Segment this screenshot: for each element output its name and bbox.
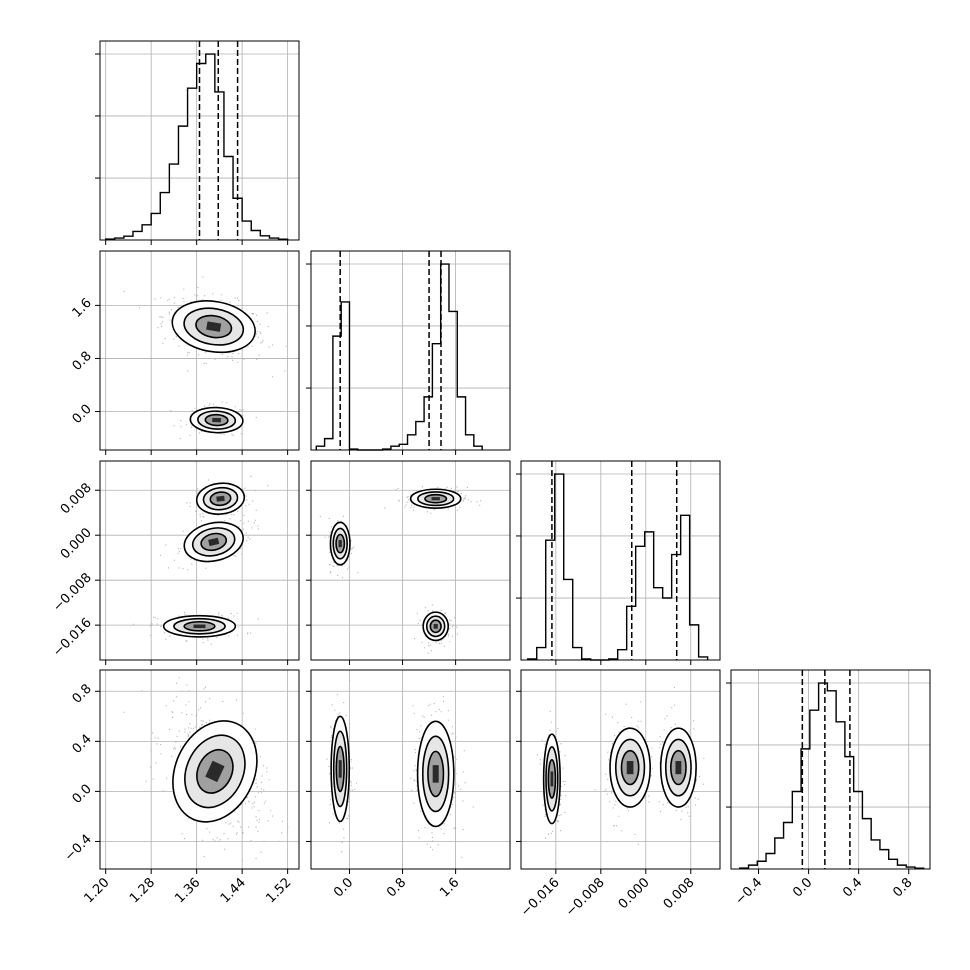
density-peak	[626, 761, 634, 775]
y-tick-label: 0.4	[70, 732, 95, 757]
panel-frame	[520, 460, 721, 661]
panel-frame	[520, 669, 721, 870]
x-tick-label: 1.6	[437, 875, 462, 900]
density-peak	[205, 760, 225, 783]
density-peak	[432, 765, 439, 783]
density-peak	[431, 497, 440, 501]
histogram-outline	[739, 682, 925, 869]
density-peak	[206, 321, 222, 332]
y-tick-label: 0.0	[70, 782, 95, 807]
density-peak	[193, 624, 206, 629]
density-mode	[183, 521, 244, 563]
density-mode	[416, 720, 455, 828]
density-peak	[208, 537, 220, 547]
density-peak	[216, 495, 225, 502]
x-tick-label: 0.8	[384, 875, 409, 900]
scatter-points	[319, 486, 482, 654]
x-tick-label: 1.36	[172, 875, 203, 906]
panel-frame	[310, 460, 511, 661]
panel-frame	[310, 250, 511, 451]
density-mode	[422, 611, 450, 642]
density-mode	[330, 715, 351, 823]
x-tick-label: −0.4	[732, 875, 765, 908]
panel-frame	[730, 669, 931, 870]
y-tick-label: 0.8	[70, 681, 95, 706]
panel-frame	[99, 40, 300, 241]
density-peak	[338, 760, 342, 778]
x-tick-label: 0.008	[661, 875, 698, 912]
density-peak	[675, 761, 682, 775]
y-tick-label: 0.8	[70, 349, 95, 374]
y-tick-label: −0.4	[62, 832, 95, 865]
y-tick-label: 0.008	[58, 480, 95, 517]
x-tick-label: 1.28	[127, 875, 158, 906]
panel-frame	[99, 250, 300, 451]
x-tick-label: −0.008	[563, 875, 608, 920]
density-mode	[171, 300, 256, 354]
density-mode	[195, 482, 246, 515]
density-mode	[189, 406, 244, 434]
x-tick-label: 1.20	[81, 875, 112, 906]
histogram-outline	[315, 263, 483, 451]
y-tick-label: 1.6	[70, 296, 95, 321]
x-tick-label: 0.0	[790, 875, 815, 900]
y-tick-label: −0.016	[50, 615, 95, 660]
x-tick-label: 0.4	[840, 875, 865, 900]
density-mode	[609, 727, 651, 808]
density-mode	[542, 733, 561, 825]
density-peak	[338, 540, 342, 548]
density-peak	[212, 417, 222, 423]
density-mode	[329, 521, 351, 566]
x-tick-label: 0.8	[890, 875, 915, 900]
density-mode	[409, 488, 462, 509]
histogram-outline	[527, 473, 709, 661]
x-tick-label: 0.000	[616, 875, 653, 912]
density-mode	[162, 614, 237, 638]
x-tick-label: −0.016	[518, 875, 563, 920]
y-tick-label: 0.0	[70, 402, 95, 427]
histogram-outline	[104, 53, 289, 240]
panel-frame	[99, 460, 300, 661]
density-peak	[550, 771, 554, 787]
panel-frame	[99, 669, 300, 870]
x-tick-label: 1.44	[218, 875, 249, 906]
panels-layer: 1.20 1.28 1.36 1.44 1.52 0.0 0.8 1.6 −0.016 −0.00…	[50, 40, 931, 920]
y-tick-label: 0.000	[58, 525, 95, 562]
density-peak	[433, 623, 438, 629]
density-mode	[172, 720, 258, 823]
panel-frame	[310, 669, 511, 870]
x-tick-label: 0.0	[331, 875, 356, 900]
x-tick-label: 1.52	[263, 875, 294, 906]
density-mode	[659, 727, 697, 808]
y-tick-label: −0.008	[50, 570, 95, 615]
